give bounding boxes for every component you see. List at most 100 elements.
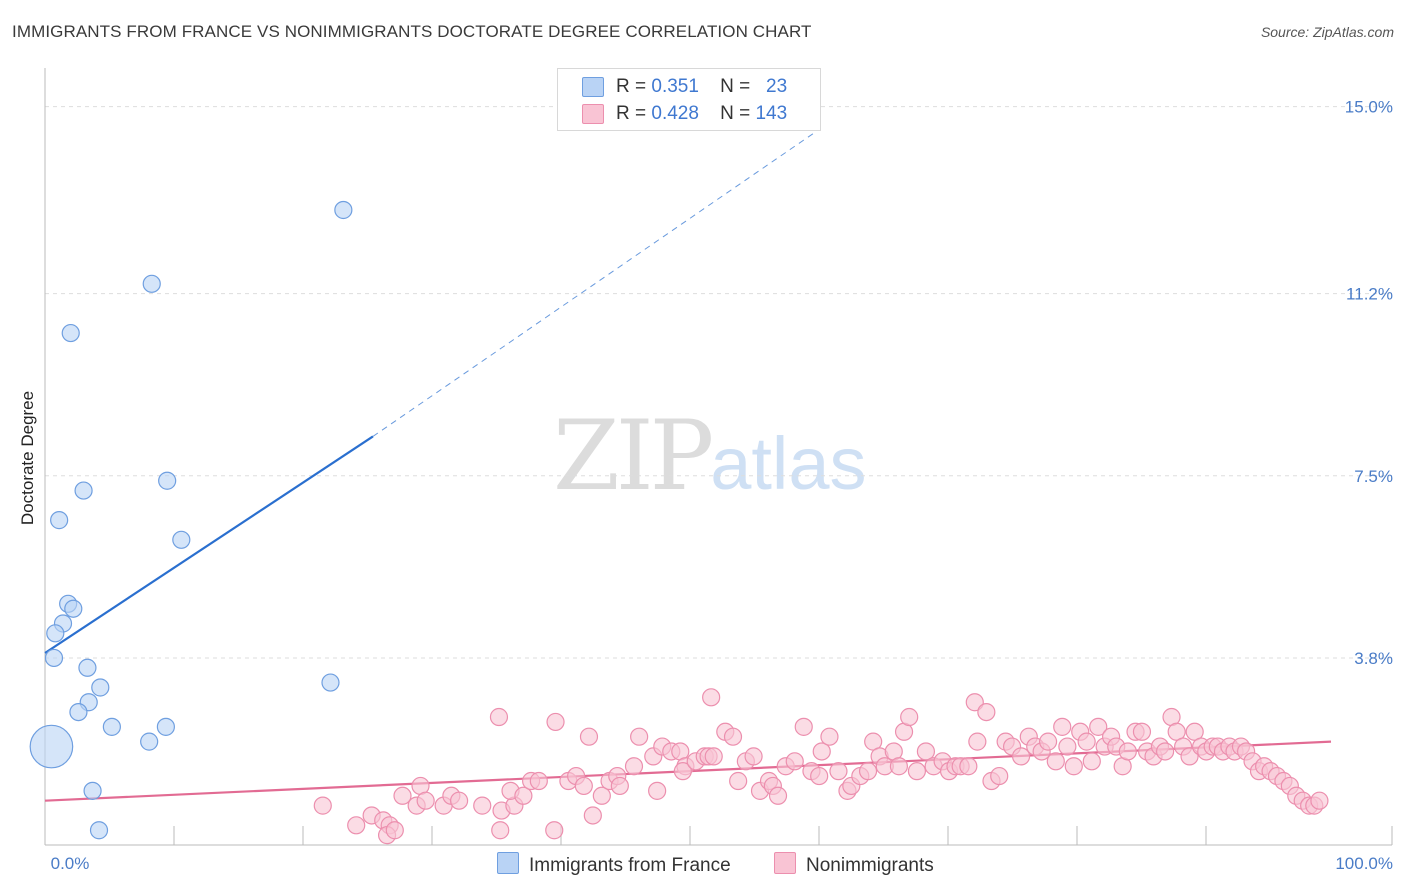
nonimmigrant-point — [812, 742, 831, 761]
n-value: 23 — [766, 76, 788, 97]
nonimmigrant-point — [820, 727, 839, 746]
nonimmigrant-point — [630, 727, 649, 746]
immigrants-trend-extension — [372, 130, 817, 437]
nonimmigrant-point — [1156, 742, 1175, 761]
immigrant-point — [61, 323, 80, 343]
nonimmigrant-point — [313, 796, 332, 815]
source-label: Source: ZipAtlas.com — [1260, 24, 1394, 40]
n-value: 143 — [755, 103, 788, 124]
grid-lines — [45, 106, 1392, 659]
y-axis-label: Doctorate Degree — [18, 391, 37, 525]
legend-stats-nonimmigrants: R = 0.428 N = 143 — [616, 103, 788, 124]
nonimmigrant-point — [385, 821, 404, 840]
nonimmigrant-point — [723, 727, 743, 746]
nonimmigrant-point — [977, 702, 996, 722]
correlation-legend: R = 0.351 N = 23 R = 0.428 N = 143 — [557, 68, 821, 131]
nonimmigrant-point — [1046, 752, 1065, 771]
immigrant-point — [74, 481, 93, 500]
x-tick-labels: 0.0% 100.0% — [51, 854, 1393, 873]
nonimmigrant-point — [529, 771, 548, 791]
nonimmigrant-point — [545, 821, 564, 840]
nonimmigrant-point — [1011, 747, 1031, 766]
chart-title: IMMIGRANTS FROM FRANCE VS NONIMMIGRANTS … — [12, 22, 812, 41]
nonimmigrant-point — [959, 757, 978, 776]
x-tick-label-min: 0.0% — [51, 854, 90, 873]
nonimmigrant-point — [785, 752, 804, 771]
bottom-legend-swatch-pink — [774, 852, 796, 874]
nonimmigrant-point — [546, 712, 565, 732]
immigrant-point — [158, 471, 177, 490]
immigrant-point — [50, 511, 69, 530]
bottom-legend-label: Immigrants from France — [529, 855, 731, 876]
axes — [44, 68, 1393, 846]
nonimmigrant-point — [1053, 717, 1072, 736]
immigrants-trend-line — [44, 435, 374, 654]
nonimmigrant-point — [729, 771, 748, 791]
watermark: ZIPatlas — [553, 400, 867, 512]
y-tick-label: 7.5% — [1354, 467, 1393, 486]
nonimmigrant-point — [810, 766, 829, 786]
immigrant-point — [334, 200, 353, 220]
nonimmigrant-point — [347, 816, 366, 835]
watermark-atlas: atlas — [710, 422, 867, 505]
immigrants-points — [29, 200, 353, 840]
nonimmigrant-point — [702, 688, 721, 707]
bottom-legend-immigrants: Immigrants from France — [497, 852, 731, 877]
y-tick-label: 3.8% — [1354, 649, 1393, 668]
nonimmigrant-point — [610, 776, 629, 796]
y-tick-label: 15.0% — [1345, 98, 1393, 117]
nonimmigrant-point — [579, 727, 599, 746]
r-value: 0.428 — [651, 103, 699, 124]
immigrant-point — [102, 717, 121, 736]
bottom-legend-nonimmigrants: Nonimmigrants — [774, 852, 934, 877]
nonimmigrant-point — [1132, 722, 1152, 741]
nonimmigrant-point — [889, 757, 909, 776]
immigrant-point — [46, 624, 65, 643]
nonimmigrant-point — [449, 791, 469, 810]
immigrant-point — [78, 658, 97, 677]
nonimmigrant-point — [858, 762, 878, 781]
nonimmigrant-point — [744, 747, 763, 766]
nonimmigrant-point — [829, 762, 848, 781]
immigrant-point — [64, 599, 83, 618]
nonimmigrant-point — [491, 821, 510, 840]
nonimmigrant-point — [489, 707, 509, 727]
nonimmigrant-point — [1058, 737, 1077, 756]
y-tick-label: 11.2% — [1346, 285, 1393, 304]
immigrant-point — [69, 702, 88, 722]
nonimmigrant-point — [673, 762, 692, 781]
nonimmigrant-point — [592, 786, 611, 805]
watermark-zip: ZIP — [553, 400, 714, 512]
nonimmigrant-point — [624, 757, 644, 776]
immigrant-point — [29, 724, 74, 769]
nonimmigrant-point — [1038, 732, 1058, 751]
x-tick-label-max: 100.0% — [1335, 854, 1393, 873]
nonimmigrant-point — [916, 742, 936, 761]
nonimmigrant-point — [1310, 791, 1329, 810]
legend-swatch-pink — [582, 104, 604, 124]
immigrant-point — [83, 781, 102, 800]
nonimmigrant-point — [1180, 747, 1199, 766]
nonimmigrants-points — [313, 688, 1329, 845]
nonimmigrant-point — [900, 707, 919, 727]
immigrant-point — [91, 678, 110, 697]
immigrant-point — [44, 648, 64, 668]
nonimmigrant-point — [794, 717, 813, 736]
legend-stats-immigrants: R = 0.351 N = 23 — [616, 76, 788, 97]
nonimmigrant-point — [416, 791, 435, 810]
nonimmigrant-point — [968, 732, 987, 751]
nonimmigrant-point — [907, 762, 927, 781]
r-value: 0.351 — [651, 76, 699, 97]
nonimmigrant-point — [574, 776, 593, 796]
nonimmigrant-point — [990, 766, 1009, 786]
immigrant-point — [172, 530, 191, 549]
legend-swatch-blue — [582, 77, 604, 97]
nonimmigrant-point — [965, 693, 984, 712]
nonimmigrant-point — [1064, 757, 1083, 776]
nonimmigrant-point — [1089, 717, 1108, 736]
nonimmigrant-point — [1077, 732, 1096, 751]
immigrant-point — [142, 274, 161, 293]
nonimmigrant-point — [583, 806, 602, 825]
bottom-legend-label: Nonimmigrants — [806, 855, 934, 876]
